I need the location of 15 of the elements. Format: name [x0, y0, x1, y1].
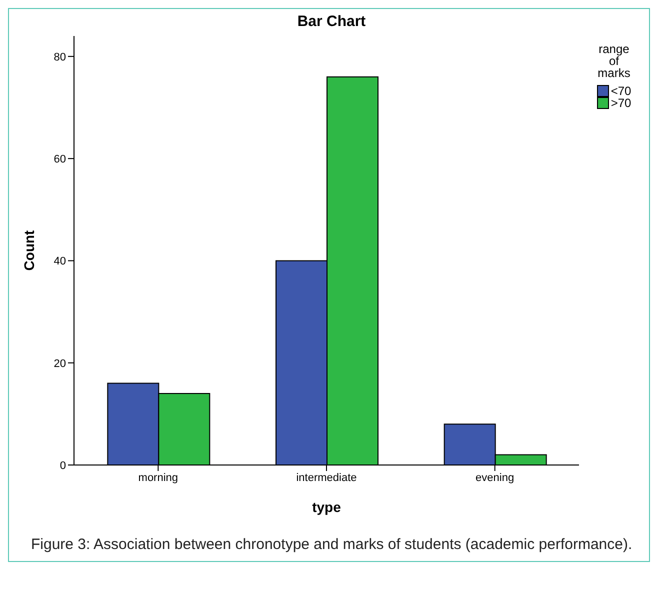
- caption: Figure 3: Association between chronotype and marks of students (academic performance).: [30, 535, 634, 553]
- y-axis-title: Count: [20, 230, 37, 271]
- x-tick-label: morning: [138, 472, 178, 484]
- legend-label: >70: [610, 96, 632, 110]
- x-axis-title: type: [312, 499, 342, 515]
- x-tick-label: evening: [476, 472, 514, 484]
- y-tick-label: 80: [54, 51, 66, 64]
- y-tick-label: 60: [54, 153, 66, 166]
- x-tick-label: intermediate: [296, 472, 357, 484]
- chart-title: Bar Chart: [296, 13, 367, 30]
- legend-title: range of marks: [596, 42, 632, 80]
- y-tick-label: 0: [60, 460, 66, 472]
- legend-label: <70: [610, 84, 632, 98]
- y-tick-label: 40: [54, 256, 66, 268]
- y-tick-label: 20: [54, 358, 66, 370]
